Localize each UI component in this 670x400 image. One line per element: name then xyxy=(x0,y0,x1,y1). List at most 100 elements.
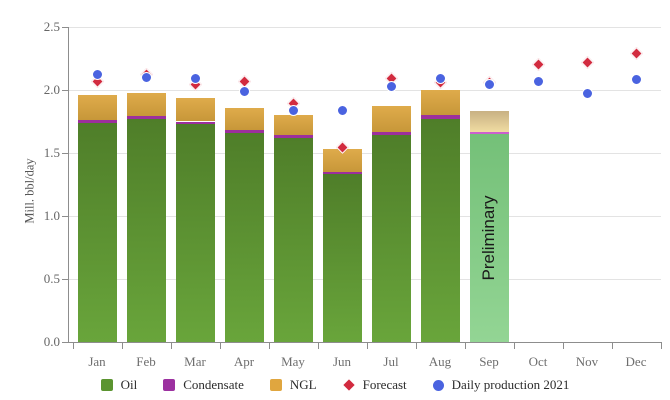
daily-production-circle-icon-mar[interactable] xyxy=(189,73,201,85)
legend-item-oil[interactable]: Oil xyxy=(100,377,138,393)
bar-segment-condensate-feb[interactable] xyxy=(126,116,166,119)
gridline xyxy=(68,278,661,280)
legend-item-ngl[interactable]: NGL xyxy=(269,377,317,393)
gridline xyxy=(68,215,661,217)
bar-segment-oil-feb[interactable] xyxy=(126,118,166,342)
bar-segment-condensate-aug[interactable] xyxy=(420,115,460,119)
gridline xyxy=(68,152,661,154)
y-axis-tick xyxy=(62,215,68,217)
x-axis-label-sep: Sep xyxy=(479,354,499,369)
x-axis-tick xyxy=(464,343,466,349)
x-axis-label-mar: Mar xyxy=(184,354,206,369)
bar-segment-condensate-mar[interactable] xyxy=(175,121,215,125)
y-axis-line xyxy=(68,27,69,342)
legend-item-daily-production-2021[interactable]: Daily production 2021 xyxy=(432,377,570,393)
x-axis-tick xyxy=(366,343,368,349)
legend-oil-square-icon xyxy=(100,379,113,391)
daily-production-circle-icon-sep[interactable] xyxy=(483,79,495,91)
y-axis-tick-label: 2.5 xyxy=(43,19,60,34)
x-axis-tick xyxy=(72,343,74,349)
bar-segment-oil-mar[interactable] xyxy=(175,124,215,342)
forecast-diamond-icon-nov[interactable] xyxy=(580,55,594,69)
bar-segment-oil-jan[interactable] xyxy=(77,122,117,342)
legend-label-oil: Oil xyxy=(120,377,138,392)
legend-label-condensate: Condensate xyxy=(183,377,244,392)
bar-segment-ngl-sep[interactable] xyxy=(469,111,509,132)
x-axis-line xyxy=(68,342,662,343)
legend-label-daily-production-2021: Daily production 2021 xyxy=(451,377,570,392)
y-axis-tick xyxy=(62,26,68,28)
legend-item-forecast[interactable]: Forecast xyxy=(342,377,407,393)
y-axis-tick xyxy=(62,341,68,343)
daily-production-circle-icon-apr[interactable] xyxy=(238,85,250,97)
daily-production-circle-icon-jun[interactable] xyxy=(336,104,348,116)
daily-production-circle-icon-feb[interactable] xyxy=(140,71,152,83)
legend-label-ngl: NGL xyxy=(289,377,317,392)
x-axis-tick xyxy=(268,343,270,349)
bar-segment-oil-apr[interactable] xyxy=(224,132,264,342)
legend-item-condensate[interactable]: Condensate xyxy=(163,377,244,393)
bar-segment-oil-may[interactable] xyxy=(273,137,313,342)
forecast-diamond-icon-dec[interactable] xyxy=(629,47,643,60)
gridline xyxy=(68,26,661,28)
x-axis-label-dec: Dec xyxy=(625,354,647,369)
daily-production-circle-icon-nov[interactable] xyxy=(581,88,593,100)
x-axis-label-feb: Feb xyxy=(136,354,156,369)
bar-segment-oil-sep[interactable]: Preliminary xyxy=(469,134,509,342)
x-axis-tick xyxy=(415,343,417,349)
y-axis-tick-label: 1.5 xyxy=(43,145,60,160)
daily-production-circle-icon-dec[interactable] xyxy=(630,74,642,86)
x-axis-label-jan: Jan xyxy=(88,354,106,369)
preliminary-label: Preliminary xyxy=(479,195,498,281)
bar-segment-oil-aug[interactable] xyxy=(420,118,460,342)
x-axis-tick xyxy=(562,343,564,349)
y-axis-tick xyxy=(62,89,68,91)
legend-forecast-diamond-icon xyxy=(342,379,355,391)
x-axis-tick xyxy=(219,343,221,349)
legend-condensate-square-icon xyxy=(163,379,176,391)
x-axis-tick xyxy=(170,343,172,349)
bar-segment-condensate-apr[interactable] xyxy=(224,130,264,133)
bar-segment-oil-jun[interactable] xyxy=(322,174,362,342)
x-axis-tick xyxy=(513,343,515,349)
y-axis-tick-label: 0.5 xyxy=(43,271,60,286)
x-axis-label-jul: Jul xyxy=(383,354,399,369)
bar-segment-condensate-jul[interactable] xyxy=(371,131,411,136)
bar-segment-condensate-sep[interactable] xyxy=(469,131,509,135)
bar-segment-ngl-feb[interactable] xyxy=(126,92,166,117)
bar-segment-oil-jul[interactable] xyxy=(371,135,411,342)
x-axis-tick xyxy=(317,343,319,349)
daily-production-circle-icon-jul[interactable] xyxy=(385,80,397,92)
bar-segment-condensate-jun[interactable] xyxy=(322,171,362,175)
gridline xyxy=(68,89,661,91)
y-axis-tick xyxy=(62,278,68,280)
daily-production-circle-icon-oct[interactable] xyxy=(532,75,544,87)
legend: Oil Condensate NGL Forecast Daily production… xyxy=(0,377,670,393)
bar-segment-ngl-apr[interactable] xyxy=(224,107,264,131)
y-axis-tick xyxy=(62,152,68,154)
bar-segment-ngl-may[interactable] xyxy=(273,115,313,136)
x-axis-label-nov: Nov xyxy=(575,354,599,369)
bar-segment-ngl-jun[interactable] xyxy=(322,149,362,172)
x-axis-label-oct: Oct xyxy=(528,354,548,369)
y-axis-tick-label: 0.0 xyxy=(43,334,60,349)
y-axis-tick-label: 1.0 xyxy=(43,208,60,223)
daily-production-circle-icon-jan[interactable] xyxy=(91,69,103,81)
y-axis-tick-label: 2.0 xyxy=(43,82,60,97)
forecast-diamond-icon-oct[interactable] xyxy=(531,58,545,72)
x-axis-label-may: May xyxy=(281,354,305,369)
bar-segment-ngl-mar[interactable] xyxy=(175,97,215,122)
x-axis-label-aug: Aug xyxy=(428,354,452,369)
daily-production-circle-icon-aug[interactable] xyxy=(434,73,446,85)
daily-production-circle-icon-may[interactable] xyxy=(287,104,299,116)
bar-segment-condensate-jan[interactable] xyxy=(77,120,117,123)
bar-segment-ngl-jul[interactable] xyxy=(371,106,411,132)
x-axis-tick xyxy=(121,343,123,349)
bar-segment-condensate-may[interactable] xyxy=(273,135,313,138)
bar-segment-ngl-aug[interactable] xyxy=(420,90,460,116)
x-axis-label-jun: Jun xyxy=(332,354,352,369)
bar-segment-ngl-jan[interactable] xyxy=(77,95,117,121)
x-axis-tick xyxy=(611,343,613,349)
